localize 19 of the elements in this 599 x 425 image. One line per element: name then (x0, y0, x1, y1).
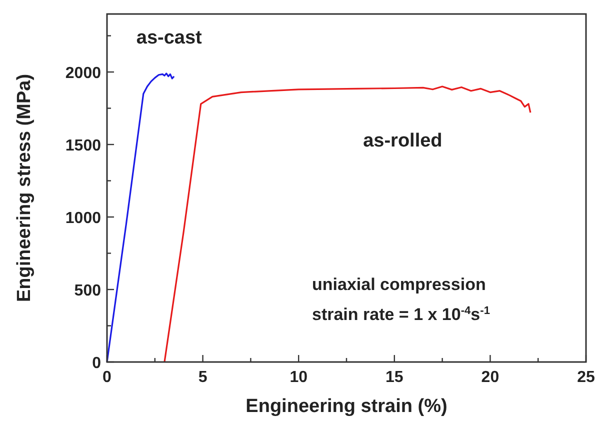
x-axis-title: Engineering strain (%) (246, 396, 448, 417)
line-series (106, 72, 175, 363)
x-tick-label: 15 (386, 369, 404, 386)
x-tick-label: 10 (290, 369, 308, 386)
y-axis-title: Engineering stress (MPa) (14, 74, 35, 302)
line-series (164, 86, 532, 363)
y-tick-label: 1500 (65, 138, 102, 154)
x-tick-label: 5 (198, 369, 208, 386)
y-tick-label: 500 (74, 282, 102, 300)
x-tick-label: 20 (481, 369, 500, 386)
series-label: as-cast (136, 27, 203, 48)
annotation: strain rate = 1 x 10$^{-4}$s$^{-1}$ (312, 305, 490, 324)
y-tick-label: 1000 (65, 210, 102, 227)
y-tick-label: 2000 (65, 65, 102, 82)
x-tick-label: 25 (577, 369, 595, 386)
y-tick-label: 0 (92, 355, 102, 372)
x-tick-label: 0 (102, 369, 112, 386)
annotation: uniaxial compression (312, 275, 486, 294)
text: as-rolled (363, 130, 442, 152)
